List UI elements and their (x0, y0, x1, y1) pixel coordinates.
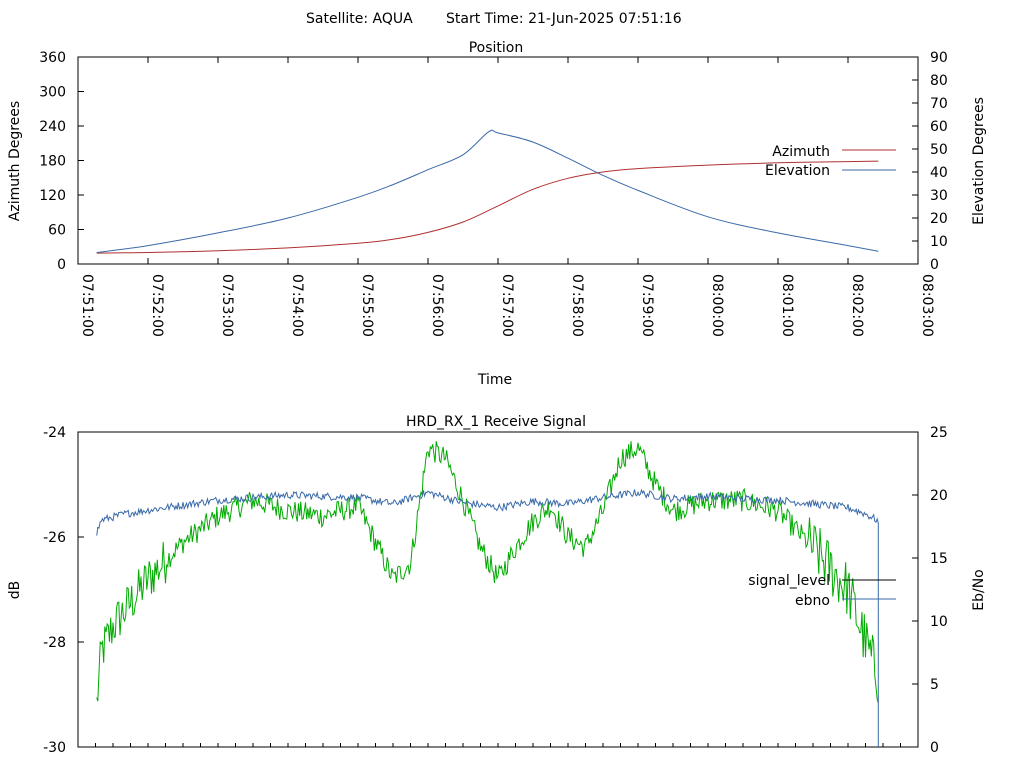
signal-right-tick-label: 10 (930, 614, 948, 630)
signal-left-tick-label: -28 (43, 635, 66, 651)
signal-left-tick-label: -26 (43, 530, 66, 546)
position-time-tick-label: 07:51:00 (79, 274, 95, 337)
position-time-tick-label: 07:54:00 (289, 274, 305, 337)
signal-right-tick-label: 20 (930, 488, 948, 504)
position-legend: Azimuth Elevation (765, 144, 896, 179)
signal-legend: signal_level ebno (748, 573, 896, 609)
position-right-tick-label: 10 (930, 234, 948, 250)
position-right-tick-label: 40 (930, 165, 948, 181)
legend-elevation-label: Elevation (765, 163, 830, 179)
start-time-label: Start Time: 21-Jun-2025 07:51:16 (446, 11, 682, 27)
position-left-tick-label: 240 (39, 119, 66, 135)
position-time-tick-label: 07:56:00 (429, 274, 445, 337)
satellite-label: Satellite: AQUA (306, 11, 413, 27)
signal-right-tick-label: 15 (930, 551, 948, 567)
signal-y-axis-label: dB (7, 581, 23, 600)
position-time-tick-label: 07:53:00 (219, 274, 235, 337)
position-right-tick-label: 60 (930, 119, 948, 135)
position-chart: Position 0 60 120 180 240 300 360 0 10 20 30 40 50 6… (7, 40, 987, 388)
position-time-tick-label: 07:52:00 (149, 274, 165, 337)
position-left-tick-label: 360 (39, 50, 66, 66)
signal-left-tick-label: -30 (43, 740, 66, 756)
legend-signal-level-label: signal_level (748, 573, 830, 589)
signal-plot-frame (77, 431, 919, 748)
position-left-tick-label: 0 (57, 257, 66, 273)
position-time-tick-label: 08:02:00 (849, 274, 865, 337)
position-chart-title: Position (469, 40, 524, 56)
position-time-tick-label: 07:58:00 (569, 274, 585, 337)
ebno-series-line (96, 488, 879, 747)
position-right-tick-label: 50 (930, 142, 948, 158)
position-y-axis-label: Azimuth Degrees (7, 101, 23, 221)
signal-left-axis: -30 -28 -26 -24 (43, 425, 84, 756)
position-right-tick-label: 80 (930, 73, 948, 89)
position-time-tick-label: 07:57:00 (499, 274, 515, 337)
signal-level-series-line (96, 441, 879, 704)
signal-right-tick-label: 25 (930, 425, 948, 441)
position-right-tick-label: 70 (930, 96, 948, 112)
position-right-tick-label: 20 (930, 211, 948, 227)
legend-azimuth-label: Azimuth (772, 144, 830, 160)
position-left-tick-label: 300 (39, 85, 66, 101)
signal-time-axis (95, 743, 901, 747)
signal-right-tick-label: 5 (930, 677, 939, 693)
position-left-tick-label: 120 (39, 188, 66, 204)
position-time-tick-label: 07:59:00 (639, 274, 655, 337)
signal-right-tick-label: 0 (930, 740, 939, 756)
position-time-tick-label: 07:55:00 (359, 274, 375, 337)
signal-right-axis: 0 5 10 15 20 25 (912, 425, 948, 756)
position-time-tick-label: 08:01:00 (779, 274, 795, 337)
elevation-series-line (96, 129, 879, 253)
position-right-tick-label: 0 (930, 257, 939, 273)
position-time-axis: 07:51:00 07:52:00 07:53:00 07:54:00 07:55:00… (77, 57, 935, 337)
position-y2-axis-label: Elevation Degrees (971, 97, 987, 225)
receive-signal-chart-title: HRD_RX_1 Receive Signal (406, 414, 586, 430)
position-left-tick-label: 60 (48, 223, 66, 239)
signal-y2-axis-label: Eb/No (971, 569, 987, 611)
position-plot-frame (77, 56, 919, 265)
signal-left-tick-label: -24 (43, 425, 66, 441)
position-x-axis-label: Time (477, 372, 512, 388)
legend-ebno-label: ebno (795, 593, 830, 609)
position-right-axis: 0 10 20 30 40 50 60 70 80 90 (912, 50, 948, 273)
position-left-tick-label: 180 (39, 154, 66, 170)
receive-signal-chart: HRD_RX_1 Receive Signal -30 -28 -26 -24 0 5 1… (7, 414, 987, 756)
position-right-tick-label: 30 (930, 188, 948, 204)
azimuth-series-line (96, 160, 879, 254)
position-time-tick-label: 08:03:00 (919, 274, 935, 337)
position-right-tick-label: 90 (930, 50, 948, 66)
position-left-axis: 0 60 120 180 240 300 360 (39, 50, 84, 273)
position-time-tick-label: 08:00:00 (709, 274, 725, 337)
